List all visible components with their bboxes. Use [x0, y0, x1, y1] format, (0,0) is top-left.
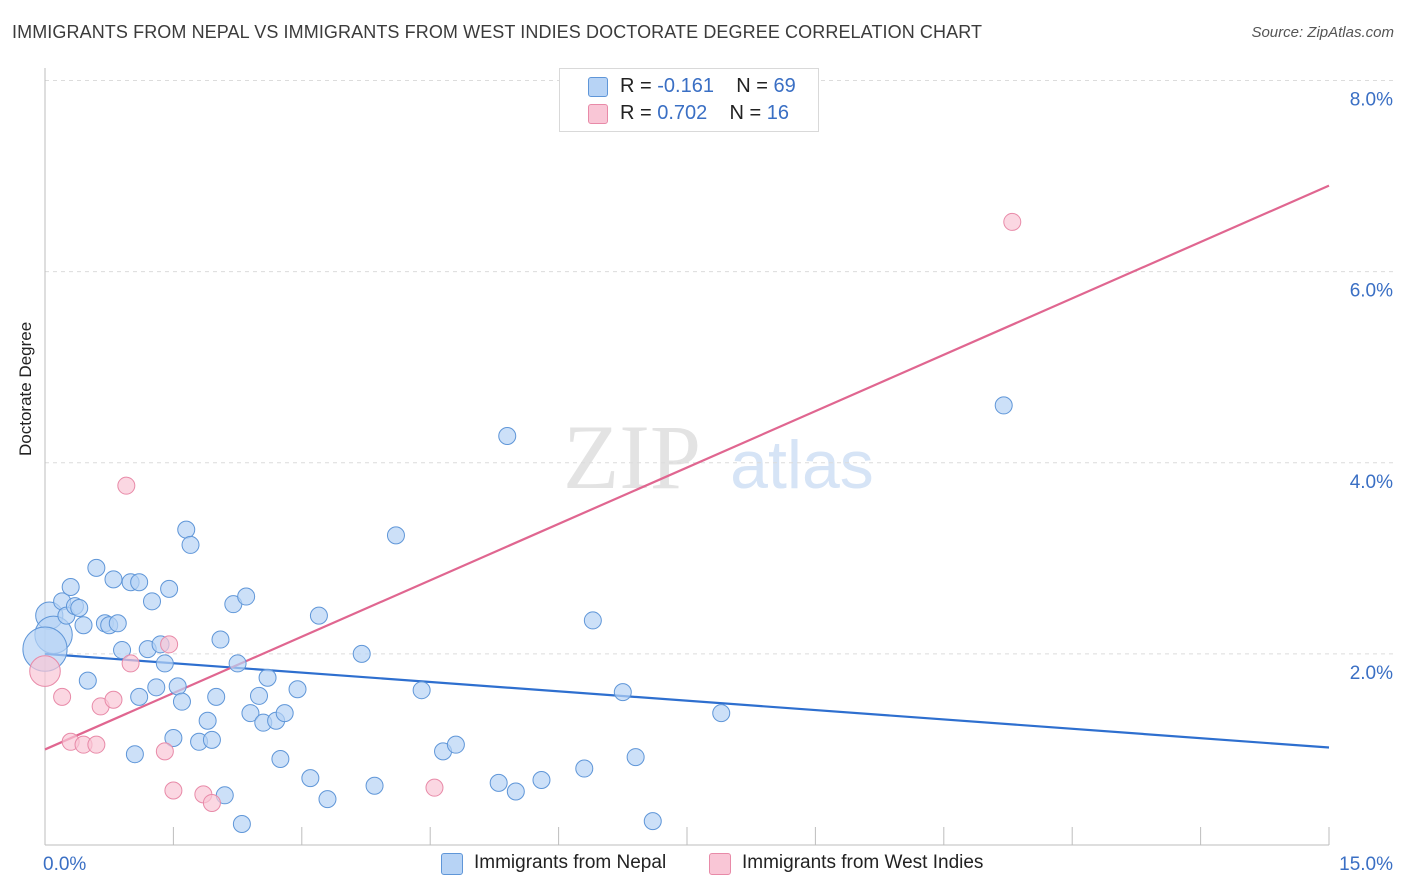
axes	[44, 68, 1330, 846]
nepal-point	[275, 704, 294, 723]
nepal-point	[143, 592, 161, 611]
correlation-legend: R = -0.161 N = 69 R = 0.702 N = 16	[559, 68, 819, 132]
nepal-point	[181, 535, 200, 554]
nepal-legend-label: Immigrants from Nepal	[474, 852, 667, 873]
nepal-point	[412, 681, 431, 700]
y-axis-label: Doctorate Degree	[16, 321, 35, 456]
nepal-point	[113, 641, 132, 660]
nepal-point	[301, 769, 320, 788]
nepal-point	[198, 711, 217, 730]
west-indies-point	[121, 654, 140, 673]
watermark: ZIP atlas	[563, 406, 874, 508]
nepal-point	[237, 587, 256, 606]
data-points	[22, 212, 1022, 833]
nepal-point	[172, 692, 191, 711]
nepal-point	[130, 687, 149, 706]
west-indies-point	[160, 635, 179, 654]
r-label: R =	[620, 75, 652, 97]
nepal-point	[994, 396, 1013, 415]
nepal-point	[177, 520, 196, 539]
nepal-n-value: 69	[773, 75, 796, 97]
nepal-point	[228, 654, 247, 673]
west-indies-r-value: 0.702	[657, 102, 708, 124]
nepal-point	[108, 614, 127, 633]
nepal-point	[271, 749, 290, 768]
watermark-atlas: atlas	[730, 427, 874, 503]
nepal-point	[288, 680, 307, 699]
x-tick-label-max: 15.0%	[1339, 854, 1393, 875]
nepal-point	[202, 730, 221, 749]
nepal-point	[575, 759, 594, 778]
nepal-point	[232, 814, 251, 833]
nepal-point	[318, 790, 337, 809]
nepal-point	[386, 526, 405, 545]
tick-labels: 2.0% 4.0% 6.0% 8.0% 0.0% 15.0%	[43, 90, 1393, 876]
r-label: R =	[620, 102, 652, 124]
nepal-point	[489, 773, 508, 792]
nepal-point	[61, 577, 80, 596]
nepal-swatch	[588, 77, 608, 97]
nepal-legend-swatch	[441, 853, 463, 875]
x-tick-label-min: 0.0%	[43, 854, 86, 875]
nepal-point	[104, 570, 123, 589]
nepal-point	[446, 735, 465, 754]
nepal-point	[258, 668, 277, 687]
west-indies-swatch	[588, 104, 608, 124]
nepal-point	[250, 686, 268, 705]
west-indies-point	[1003, 212, 1022, 231]
trendlines	[44, 184, 1330, 751]
nepal-point	[626, 748, 645, 767]
nepal-point	[532, 771, 551, 790]
nepal-point	[309, 606, 328, 625]
nepal-point	[164, 728, 183, 747]
nepal-point	[74, 616, 93, 635]
y-tick-label: 4.0%	[1350, 472, 1393, 493]
chart-title: IMMIGRANTS FROM NEPAL VS IMMIGRANTS FROM…	[12, 22, 983, 42]
nepal-point	[160, 579, 179, 598]
nepal-point	[352, 644, 371, 663]
nepal-point	[147, 678, 166, 697]
west-indies-trendline	[44, 184, 1330, 751]
n-label: N =	[736, 75, 768, 97]
n-label: N =	[729, 102, 762, 124]
west-indies-n-value: 16	[766, 102, 790, 124]
nepal-point	[130, 573, 149, 592]
west-indies-point	[425, 778, 444, 797]
west-indies-point	[104, 690, 123, 709]
nepal-point	[613, 683, 632, 702]
nepal-point	[506, 782, 525, 801]
nepal-r-value: -0.161	[657, 75, 714, 97]
nepal-point	[87, 558, 106, 577]
nepal-point	[583, 611, 602, 630]
nepal-point	[211, 630, 230, 649]
nepal-point	[70, 599, 89, 618]
y-tick-label: 6.0%	[1350, 281, 1393, 302]
gridlines	[45, 80, 1395, 655]
west-indies-point	[117, 476, 136, 495]
west-indies-point	[202, 793, 221, 812]
nepal-point	[155, 654, 174, 673]
nepal-point	[125, 745, 144, 764]
nepal-point	[78, 671, 97, 690]
west-indies-point	[53, 687, 72, 706]
west-indies-point	[164, 781, 183, 800]
nepal-point	[643, 812, 662, 831]
nepal-trendline	[44, 652, 1330, 749]
west-indies-legend-swatch	[709, 853, 731, 875]
west-indies-legend-label: Immigrants from West Indies	[742, 852, 984, 873]
nepal-point	[365, 776, 384, 795]
nepal-point	[168, 677, 187, 696]
y-tick-label: 2.0%	[1350, 663, 1393, 684]
nepal-point	[498, 426, 517, 445]
y-tick-label: 8.0%	[1350, 90, 1393, 111]
west-indies-point	[87, 735, 106, 754]
nepal-point	[712, 704, 731, 723]
west-indies-point	[29, 655, 61, 687]
nepal-point	[241, 704, 260, 723]
source-credit: Source: ZipAtlas.com	[1251, 24, 1394, 41]
nepal-point	[207, 687, 226, 706]
west-indies-point	[155, 742, 174, 761]
